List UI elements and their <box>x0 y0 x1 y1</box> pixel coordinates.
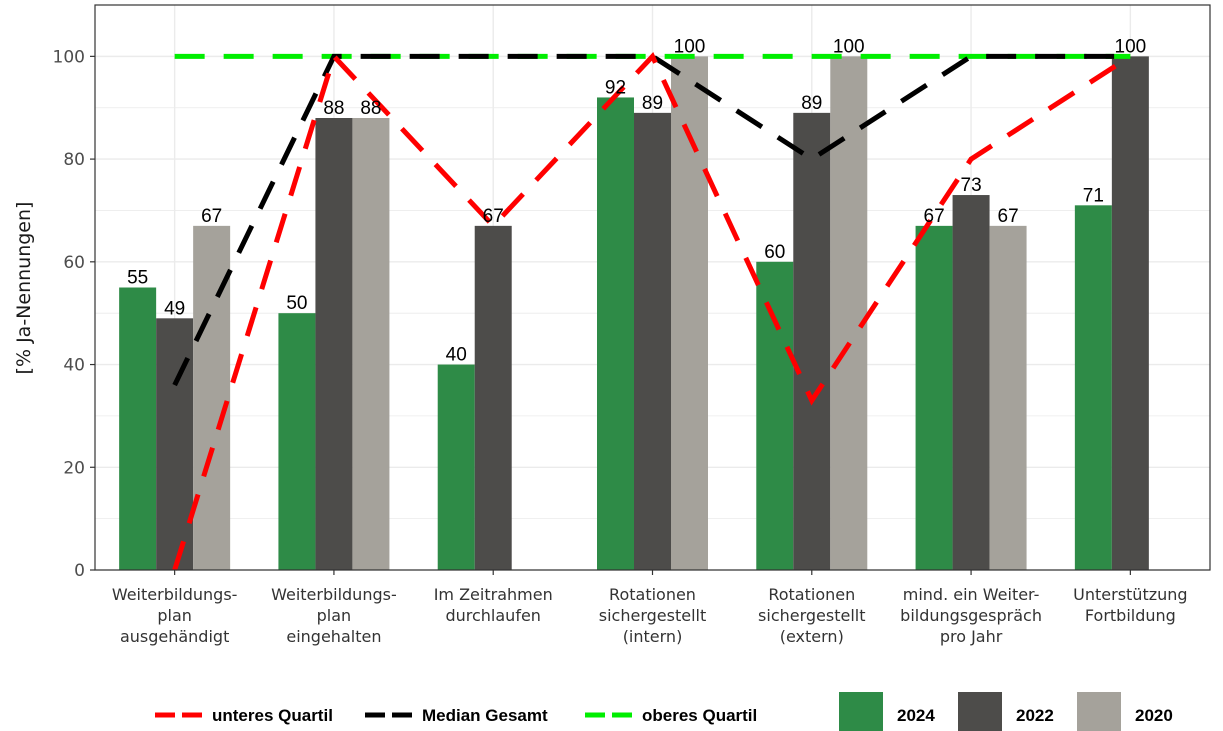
bar-2022-4 <box>793 112 831 570</box>
bar-2022-0 <box>156 318 194 570</box>
bar-2024-0 <box>119 287 157 570</box>
y-axis-ticks: 0 20 40 60 80 100 <box>53 47 95 581</box>
bar-2020-1 <box>352 118 390 570</box>
x-tick-label-line: ausgehändigt <box>120 627 229 646</box>
x-tick-label-line: Fortbildung <box>1085 606 1176 625</box>
value-label: 73 <box>961 175 982 196</box>
y-axis-label: [% Ja-Nennungen] <box>13 202 35 375</box>
legend: unteres Quartil Median Gesamt oberes Quart… <box>155 692 1173 731</box>
value-label: 71 <box>1083 185 1104 206</box>
value-label: 67 <box>998 206 1019 227</box>
x-tick-label-line: plan <box>157 606 192 625</box>
value-label: 100 <box>833 36 865 57</box>
x-tick-label-line: Weiterbildungs- <box>112 585 238 604</box>
x-tick-label-line: plan <box>317 606 352 625</box>
value-label: 40 <box>446 345 467 366</box>
value-label: 92 <box>605 77 626 98</box>
x-tick-label-line: eingehalten <box>286 627 381 646</box>
legend-label: 2024 <box>897 706 935 725</box>
line-unteres-quartil <box>172 51 1132 571</box>
value-label: 100 <box>674 36 706 57</box>
value-label: 89 <box>642 93 663 114</box>
x-tick-label-line: sichergestellt <box>758 606 865 625</box>
bar-2024-2 <box>437 364 475 570</box>
legend-label: 2022 <box>1016 706 1054 725</box>
value-label: 89 <box>801 93 822 114</box>
bar-2022-3 <box>634 112 671 570</box>
x-tick-label-line: Unterstützung <box>1073 585 1187 604</box>
bar-2020-5 <box>989 225 1027 570</box>
value-label: 67 <box>201 206 222 227</box>
y-tick-label: 20 <box>63 458 85 478</box>
legend-label: unteres Quartil <box>212 706 333 725</box>
bar-value-labels: 55 50 40 92 60 67 71 49 88 67 89 89 73 100 67 88 100 100 6… <box>127 36 1146 365</box>
bar-2022-1 <box>315 118 353 570</box>
x-tick-label-line: (extern) <box>780 627 844 646</box>
value-label: 67 <box>924 206 945 227</box>
x-tick-label-line: (intern) <box>623 627 683 646</box>
reference-lines <box>172 51 1132 571</box>
x-tick-label: Rotationen sichergestellt (extern) <box>758 585 865 646</box>
legend-key-2024 <box>839 692 883 731</box>
bar-2022-5 <box>952 195 990 570</box>
legend-key-2022 <box>958 692 1002 731</box>
x-tick-label: mind. ein Weiter-bildungsgespräch pro Jah… <box>900 585 1042 646</box>
x-tick-label: Im Zeitrahmen durchlaufen <box>434 585 553 625</box>
y-tick-label: 100 <box>53 47 85 67</box>
bar-2024-1 <box>278 313 316 570</box>
bar-2024-4 <box>756 261 794 570</box>
legend-label: Median Gesamt <box>422 706 548 725</box>
x-tick-label-line: pro Jahr <box>940 627 1003 646</box>
x-tick-label-line: bildungsgespräch <box>900 606 1042 625</box>
x-tick-label-line: mind. ein Weiter- <box>903 585 1040 604</box>
x-tick-label: Rotationen sichergestellt (intern) <box>599 585 706 646</box>
x-tick-label-line: durchlaufen <box>445 606 540 625</box>
x-tick-label-line: Weiterbildungs- <box>271 585 397 604</box>
bar-2022-6 <box>1111 56 1149 570</box>
x-tick-label: Weiterbildungs-plan ausgehändigt <box>112 585 238 646</box>
value-label: 55 <box>127 268 148 289</box>
bar-2020-4 <box>830 56 868 570</box>
x-tick-label: Unterstützung Fortbildung <box>1073 585 1187 625</box>
y-tick-label: 40 <box>63 356 85 376</box>
value-label: 50 <box>286 293 307 314</box>
x-axis-ticks: Weiterbildungs-plan ausgehändigtWeiterbil… <box>112 570 1188 646</box>
bar-2024-3 <box>597 97 634 571</box>
x-tick-label-line: Rotationen <box>768 585 855 604</box>
line-median-gesamt <box>172 53 1131 387</box>
value-label: 60 <box>764 242 785 263</box>
y-tick-label: 80 <box>63 150 85 170</box>
x-tick-label-line: Rotationen <box>609 585 696 604</box>
y-tick-label: 0 <box>74 561 85 581</box>
legend-key-2020 <box>1077 692 1121 731</box>
x-tick-label-line: Im Zeitrahmen <box>434 585 553 604</box>
y-tick-label: 60 <box>63 253 85 273</box>
legend-label: oberes Quartil <box>642 706 757 725</box>
bar-2022-2 <box>474 225 512 570</box>
value-label: 67 <box>483 206 504 227</box>
legend-label: 2020 <box>1135 706 1173 725</box>
x-tick-label: Weiterbildungs-plan eingehalten <box>271 585 397 646</box>
value-label: 49 <box>164 298 185 319</box>
value-label: 88 <box>323 98 344 119</box>
bar-2024-6 <box>1074 205 1112 570</box>
x-tick-label-line: sichergestellt <box>599 606 706 625</box>
bar-2024-5 <box>915 225 953 570</box>
value-label: 100 <box>1115 36 1147 57</box>
value-label: 88 <box>360 98 381 119</box>
